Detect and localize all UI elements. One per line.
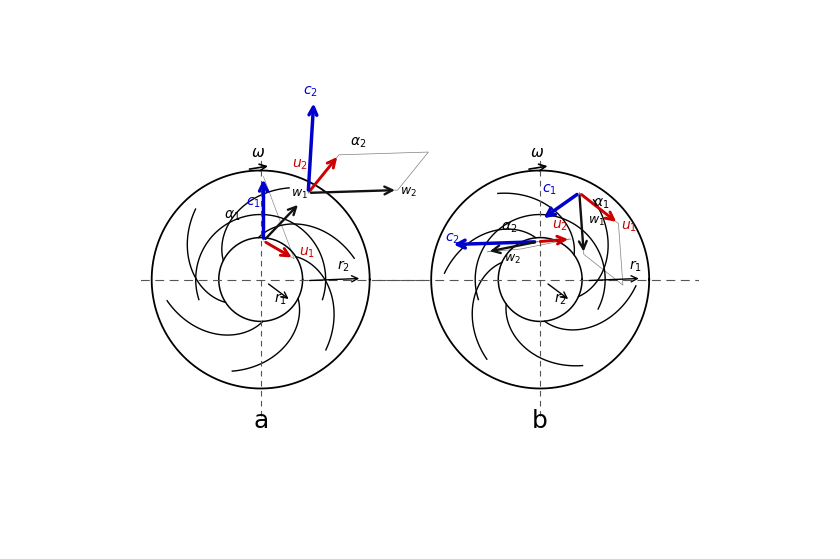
Text: $\alpha_1$: $\alpha_1$ <box>593 197 610 211</box>
Text: $w_1$: $w_1$ <box>588 215 605 228</box>
Text: $\alpha_1$: $\alpha_1$ <box>224 209 241 223</box>
Text: $r_2$: $r_2$ <box>554 292 567 307</box>
Text: $\alpha_2$: $\alpha_2$ <box>350 135 366 150</box>
Text: a: a <box>253 409 268 433</box>
Text: $r_1$: $r_1$ <box>275 292 287 307</box>
Text: $c_2$: $c_2$ <box>445 232 460 246</box>
Text: b: b <box>533 409 549 433</box>
Text: $\omega$: $\omega$ <box>251 145 265 160</box>
Text: $c_2$: $c_2$ <box>302 85 318 100</box>
Text: $\alpha_2$: $\alpha_2$ <box>501 221 517 235</box>
Text: $w_2$: $w_2$ <box>401 186 417 198</box>
Text: $u_1$: $u_1$ <box>299 246 315 260</box>
Text: $\omega$: $\omega$ <box>530 145 544 160</box>
Text: $r_2$: $r_2$ <box>337 258 350 274</box>
Text: $r_1$: $r_1$ <box>629 258 643 274</box>
Text: $w_2$: $w_2$ <box>504 253 521 266</box>
Text: $c_1$: $c_1$ <box>245 196 260 210</box>
Text: $u_2$: $u_2$ <box>552 219 568 233</box>
Text: $u_1$: $u_1$ <box>622 219 638 234</box>
Text: $c_1$: $c_1$ <box>542 183 557 197</box>
Text: $w_1$: $w_1$ <box>291 188 307 201</box>
Text: $u_2$: $u_2$ <box>292 157 308 172</box>
